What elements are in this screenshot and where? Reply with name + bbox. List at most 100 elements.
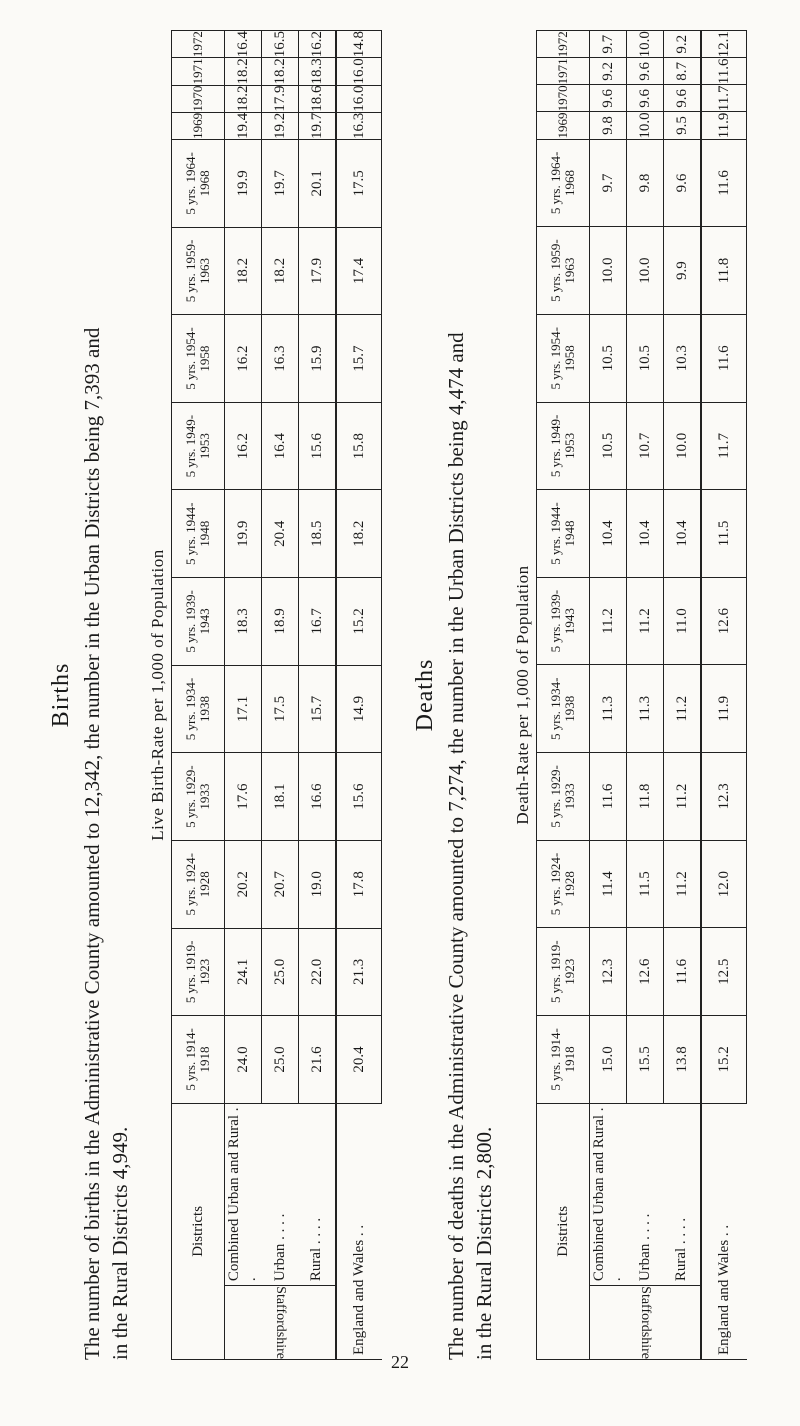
rate-cell: 25.0 — [261, 928, 299, 1016]
column-header: 1970 — [171, 85, 225, 113]
column-header: 5 yrs. 1939-1943 — [171, 577, 225, 666]
column-header: 5 yrs. 1944-1948 — [171, 489, 225, 578]
rate-cell: 19.2 — [261, 112, 299, 140]
rate-cell: 17.6 — [224, 752, 262, 841]
rate-cell: 15.9 — [298, 314, 336, 403]
rate-cell: 20.4 — [261, 489, 299, 578]
rate-cell: 11.3 — [626, 664, 664, 753]
table-row: Rural . . . . 21.6 22.0 19.0 16.6 15.7 16.7 18.… — [298, 30, 336, 1360]
rate-cell: 11.6 — [701, 139, 747, 227]
rate-cell: 12.3 — [589, 927, 627, 1016]
column-header: 5 yrs. 1954-1958 — [171, 314, 225, 403]
births-table-caption: Live Birth-Rate per 1,000 of Population — [145, 30, 172, 1360]
rate-cell: 18.9 — [261, 577, 299, 666]
rate-cell: 16.3 — [336, 112, 382, 140]
rate-cell: 9.9 — [663, 226, 701, 315]
rate-cell: 16.5 — [261, 30, 299, 58]
rate-cell: 11.2 — [663, 752, 701, 841]
column-header: 5 yrs. 1959-1963 — [536, 226, 590, 315]
rate-cell: 20.4 — [336, 1015, 382, 1104]
rate-cell: 8.7 — [663, 57, 701, 85]
rate-cell: 17.5 — [261, 665, 299, 753]
table-row: Staffordshire Combined Urban and Rural . … — [589, 30, 701, 1360]
rate-cell: 10.5 — [589, 314, 627, 403]
rate-cell: 20.2 — [224, 840, 262, 929]
column-header: 5 yrs. 1939-1943 — [536, 577, 590, 665]
rate-cell: 15.6 — [298, 402, 336, 490]
table-row: Urban . . . . 15.5 12.6 11.5 11.8 11.3 11.2 10.… — [626, 30, 664, 1360]
column-header: 5 yrs. 1929-1933 — [171, 752, 225, 841]
column-header: 1972 — [171, 30, 225, 58]
rate-cell: 16.2 — [224, 314, 262, 403]
column-header: 5 yrs. 1959-1963 — [171, 227, 225, 315]
rate-cell: 18.2 — [224, 85, 262, 113]
rate-cell: 11.4 — [589, 840, 627, 928]
column-header: 5 yrs. 1964-1968 — [171, 139, 225, 228]
rate-cell: 17.9 — [261, 85, 299, 113]
rate-cell: 9.8 — [589, 111, 627, 140]
column-header: 5 yrs. 1914-1918 — [171, 1015, 225, 1104]
rate-cell: 11.6 — [701, 314, 747, 403]
rate-cell: 18.5 — [298, 489, 336, 578]
rate-cell: 15.8 — [336, 402, 382, 490]
rate-cell: 19.7 — [298, 112, 336, 140]
rate-cell: 15.5 — [626, 1015, 664, 1104]
row-label: Combined Urban and Rural . . — [589, 1103, 627, 1286]
rate-cell: 18.1 — [261, 752, 299, 841]
rate-cell: 21.6 — [298, 1015, 336, 1104]
england-wales-row: England and Wales . . 20.4 21.3 17.8 15.6 14.… — [336, 30, 382, 1360]
page-number: 22 — [391, 1352, 409, 1372]
rate-cell: 16.2 — [298, 30, 336, 58]
group-label: Staffordshire — [589, 1285, 701, 1360]
rate-cell: 19.0 — [298, 840, 336, 929]
rate-cell: 10.3 — [663, 314, 701, 403]
row-label: Rural . . . . — [298, 1103, 336, 1286]
rate-cell: 17.9 — [298, 227, 336, 315]
rate-cell: 10.0 — [626, 111, 664, 140]
deaths-text-line1: The number of deaths in the Administrati… — [444, 332, 468, 1360]
rate-cell: 9.8 — [626, 139, 664, 227]
rate-cell: 16.0 — [336, 57, 382, 86]
rate-cell: 14.8 — [336, 30, 382, 58]
rate-cell: 15.2 — [701, 1015, 747, 1104]
rate-cell: 15.6 — [336, 752, 382, 841]
rate-cell: 10.4 — [589, 489, 627, 578]
column-header: 5 yrs. 1929-1933 — [536, 752, 590, 841]
england-wales-row: England and Wales . . 15.2 12.5 12.0 12.3 11.… — [701, 30, 747, 1360]
column-header: 5 yrs. 1949-1953 — [536, 402, 590, 490]
row-label: Urban . . . . — [261, 1103, 299, 1286]
column-header: 5 yrs. 1919-1923 — [536, 927, 590, 1016]
rate-cell: 13.8 — [663, 1015, 701, 1104]
rate-cell: 11.0 — [663, 577, 701, 665]
rate-cell: 17.4 — [336, 227, 382, 315]
row-label: Urban . . . . — [626, 1103, 664, 1286]
column-header: 5 yrs. 1919-1923 — [171, 928, 225, 1016]
rate-cell: 11.2 — [663, 664, 701, 753]
rate-cell: 15.7 — [336, 314, 382, 403]
rate-cell: 10.0 — [626, 30, 664, 58]
rate-cell: 18.2 — [261, 227, 299, 315]
rate-cell: 11.7 — [701, 402, 747, 490]
births-heading: Births — [48, 662, 74, 728]
rate-cell: 11.9 — [701, 111, 747, 140]
rate-cell: 15.0 — [589, 1015, 627, 1104]
rate-cell: 19.9 — [224, 139, 262, 228]
rate-cell: 11.3 — [589, 664, 627, 753]
column-header: 5 yrs. 1934-1938 — [536, 664, 590, 753]
rate-cell: 11.7 — [701, 84, 747, 112]
rate-cell: 11.2 — [626, 577, 664, 665]
rate-cell: 17.8 — [336, 840, 382, 929]
rate-cell: 16.7 — [298, 577, 336, 666]
column-header: 5 yrs. 1954-1958 — [536, 314, 590, 403]
rate-cell: 11.2 — [589, 577, 627, 665]
rate-cell: 16.0 — [336, 85, 382, 113]
rate-cell: 18.2 — [261, 57, 299, 86]
column-header: 5 yrs. 1964-1968 — [536, 139, 590, 227]
rate-cell: 12.1 — [701, 30, 747, 58]
deaths-text-line2: in the Rural Districts 2,800. — [472, 1126, 496, 1360]
column-header: 1969 — [536, 111, 590, 140]
rate-cell: 9.5 — [663, 111, 701, 140]
rate-cell: 10.0 — [663, 402, 701, 490]
rate-cell: 10.0 — [589, 226, 627, 315]
rate-cell: 17.1 — [224, 665, 262, 753]
